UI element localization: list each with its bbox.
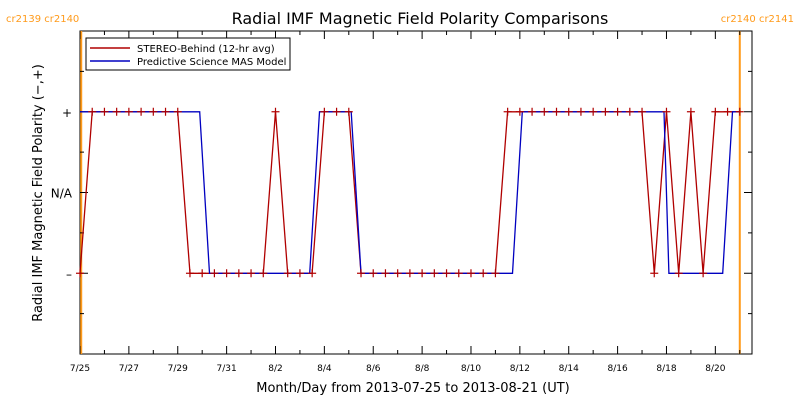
stereo-data-point [100, 107, 109, 116]
stereo-data-point [320, 107, 329, 116]
stereo-data-point [723, 107, 732, 116]
stereo-data-point [711, 107, 720, 116]
stereo-data-point [576, 107, 585, 116]
stereo-data-point [369, 269, 378, 278]
stereo-data-point [662, 107, 671, 116]
x-tick-label: 8/12 [510, 364, 530, 374]
stereo-data-point [503, 107, 512, 116]
stereo-data-point [650, 269, 659, 278]
stereo-data-point [552, 107, 561, 116]
carrington-label: cr2139 cr2140 [6, 14, 79, 25]
carrington-label: cr2140 cr2141 [721, 14, 794, 25]
x-tick-label: 8/8 [415, 364, 430, 374]
stereo-data-point [112, 107, 121, 116]
legend-box [85, 37, 291, 71]
stereo-data-point [124, 107, 133, 116]
stereo-data-point [198, 269, 207, 278]
x-tick-label: 7/25 [70, 364, 90, 374]
stereo-data-point [259, 269, 268, 278]
x-tick-label: 8/10 [461, 364, 481, 374]
stereo-data-point [161, 107, 170, 116]
stereo-data-point [601, 107, 610, 116]
stereo-data-point [247, 269, 256, 278]
x-tick-label: 8/2 [268, 364, 282, 374]
stereo-data-point [308, 269, 317, 278]
stereo-data-point [222, 269, 231, 278]
stereo-data-point [234, 269, 243, 278]
legend: STEREO-Behind (12-hr avg) Predictive Sci… [85, 37, 291, 71]
stereo-data-point [381, 269, 390, 278]
stereo-data-point [332, 107, 341, 116]
x-tick-label: 8/4 [317, 364, 332, 374]
stereo-data-point [283, 269, 292, 278]
y-tick-label: – [66, 267, 72, 281]
x-tick-label: 7/31 [217, 364, 237, 374]
stereo-data-point [589, 107, 598, 116]
x-tick-label: 8/6 [366, 364, 381, 374]
stereo-data-point [699, 269, 708, 278]
stereo-data-point [210, 269, 219, 278]
stereo-data-point [638, 107, 647, 116]
stereo-data-point [466, 269, 475, 278]
stereo-data-point [625, 107, 634, 116]
stereo-data-point [528, 107, 537, 116]
stereo-data-point [613, 107, 622, 116]
stereo-data-point [735, 107, 744, 116]
stereo-data-point [344, 107, 353, 116]
legend-label-stereo: STEREO-Behind (12-hr avg) [137, 44, 275, 55]
stereo-data-point [185, 269, 194, 278]
stereo-data-point [686, 107, 695, 116]
chart-title: Radial IMF Magnetic Field Polarity Compa… [232, 9, 609, 28]
stereo-data-point [430, 269, 439, 278]
legend-label-mas: Predictive Science MAS Model [137, 57, 286, 68]
stereo-data-point [149, 107, 158, 116]
x-axis-label: Month/Day from 2013-07-25 to 2013-08-21 … [256, 381, 569, 396]
stereo-data-point [442, 269, 451, 278]
x-tick-label: 8/18 [656, 364, 676, 374]
stereo-data-point [271, 107, 280, 116]
stereo-data-point [137, 107, 146, 116]
stereo-series-line [79, 111, 740, 274]
y-axis-label: Radial IMF Magnetic Field Polarity (−,+) [31, 64, 46, 322]
x-tick-label: 8/16 [607, 364, 627, 374]
stereo-data-point [479, 269, 488, 278]
stereo-data-point [454, 269, 463, 278]
stereo-data-point [405, 269, 414, 278]
y-tick-label: + [62, 106, 72, 120]
stereo-data-point [173, 107, 182, 116]
x-tick-label: 7/27 [119, 364, 139, 374]
stereo-data-point [674, 269, 683, 278]
x-tick-label: 8/14 [559, 364, 579, 374]
stereo-data-point [540, 107, 549, 116]
stereo-data-point [76, 269, 84, 278]
y-tick-label: N/A [51, 187, 73, 201]
stereo-data-point [515, 107, 524, 116]
stereo-data-point [418, 269, 427, 278]
x-tick-label: 8/20 [705, 364, 725, 374]
stereo-data-point [357, 269, 366, 278]
stereo-data-point [88, 107, 97, 116]
plot-frame [79, 30, 753, 355]
stereo-data-point [295, 269, 304, 278]
stereo-data-point [491, 269, 500, 278]
stereo-data-point [393, 269, 402, 278]
x-tick-label: 7/29 [168, 364, 188, 374]
stereo-data-point [564, 107, 573, 116]
